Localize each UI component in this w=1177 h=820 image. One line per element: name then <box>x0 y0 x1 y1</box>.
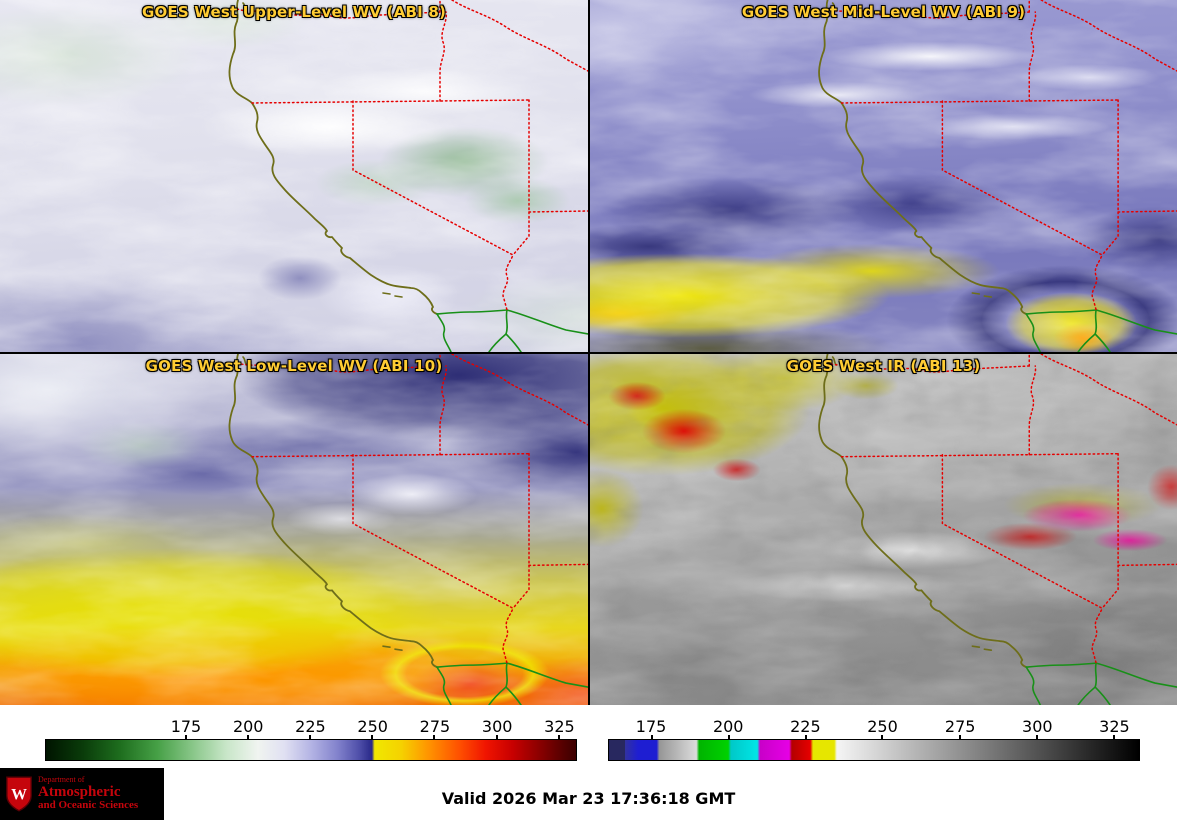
ir-colorbar <box>608 735 1140 761</box>
panel-title-abi9: GOES West Mid-Level WV (ABI 9) <box>741 3 1026 21</box>
colorbar-tick-label: 250 <box>867 717 898 736</box>
cloud-texture <box>590 0 1177 352</box>
cloud-texture <box>0 0 588 352</box>
map-overlay <box>590 0 1177 352</box>
logo-line-1: Department of <box>38 775 85 785</box>
panel-title-abi13: GOES West IR (ABI 13) <box>786 357 981 375</box>
panel-upper-level-wv-abi8: GOES West Upper-Level WV (ABI 8) <box>0 0 588 352</box>
logo-line-3: and Oceanic Sciences <box>38 799 139 812</box>
panel-ir-abi13: GOES West IR (ABI 13) <box>590 354 1177 705</box>
colorbar-tick-label: 250 <box>357 717 388 736</box>
map-overlay <box>0 0 588 352</box>
panel-title-abi10: GOES West Low-Level WV (ABI 10) <box>145 357 443 375</box>
uw-aos-logo: W Department of Atmospheric and Oceanic … <box>0 768 164 820</box>
uw-crest-icon: W <box>6 776 32 812</box>
satellite-panel-grid: GOES West Upper-Level WV (ABI 8) GOES We… <box>0 0 1177 705</box>
panel-low-level-wv-abi10: GOES West Low-Level WV (ABI 10) <box>0 354 588 705</box>
colorbar-tick-label: 175 <box>635 717 667 736</box>
panel-mid-level-wv-abi9: GOES West Mid-Level WV (ABI 9) <box>590 0 1177 352</box>
uw-aos-logo-text: Department of Atmospheric and Oceanic Sc… <box>38 775 139 812</box>
colorbar-tick-label: 300 <box>1022 717 1053 736</box>
wv-colorbar <box>45 735 577 761</box>
colorbar-tick-label: 275 <box>944 717 976 736</box>
ir-colorbar-tick-labels: 175 200 225 250 275 300 325 <box>608 717 1140 737</box>
colorbar-section: 175 200 225 250 275 300 325 175 200 225 … <box>0 705 1177 763</box>
cloud-texture <box>590 354 1177 705</box>
colorbar-tick-label: 200 <box>712 717 744 736</box>
colorbar-tick-label: 325 <box>544 717 575 736</box>
valid-timestamp: Valid 2026 Mar 23 17:36:18 GMT <box>441 789 736 808</box>
logo-line-2: Atmospheric <box>38 783 121 800</box>
ir-colorbar-group: 175 200 225 250 275 300 325 <box>608 717 1140 761</box>
footer: W Department of Atmospheric and Oceanic … <box>0 763 1177 820</box>
crest-letter: W <box>11 787 27 804</box>
map-overlay <box>590 354 1177 705</box>
colorbar-tick-label: 275 <box>419 717 451 736</box>
colorbar-tick-label: 225 <box>295 717 326 736</box>
colorbar-tick-label: 200 <box>232 717 264 736</box>
colorbar-tick-label: 175 <box>170 717 202 736</box>
colorbar-tick-label: 325 <box>1099 717 1130 736</box>
colorbar-tick-label: 300 <box>481 717 513 736</box>
wv-colorbar-tick-labels: 175 200 225 250 275 300 325 <box>45 717 577 737</box>
wv-colorbar-group: 175 200 225 250 275 300 325 <box>45 717 577 761</box>
colorbar-tick-label: 225 <box>790 717 821 736</box>
map-overlay <box>0 354 588 705</box>
cloud-texture <box>0 354 588 705</box>
panel-title-abi8: GOES West Upper-Level WV (ABI 8) <box>141 3 447 21</box>
